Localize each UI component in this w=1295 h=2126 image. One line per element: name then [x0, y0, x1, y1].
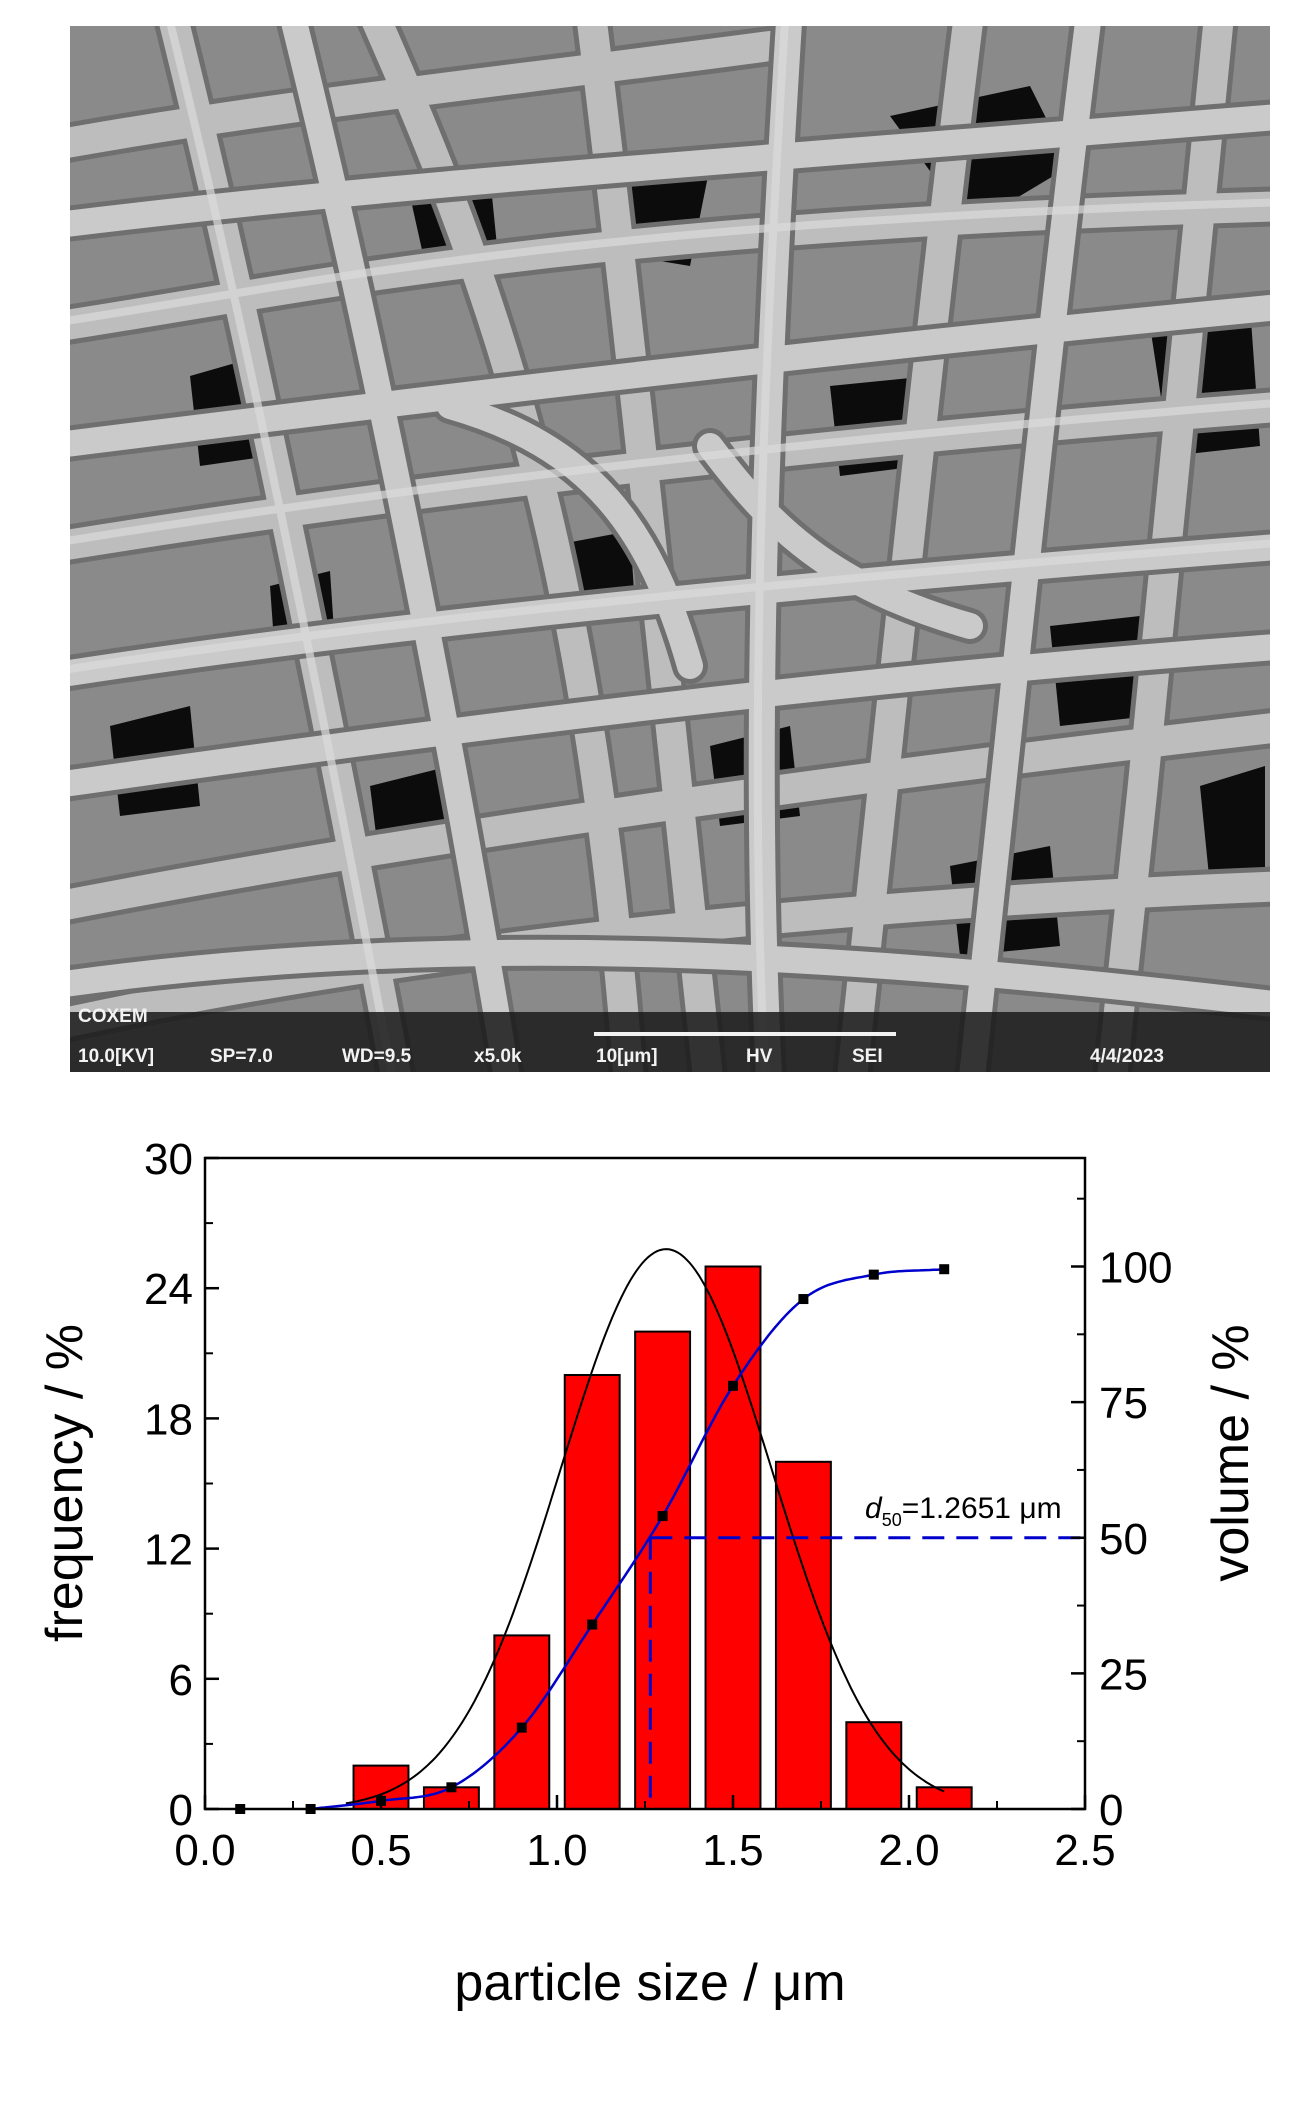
d50-label-sub: 50 — [882, 1510, 902, 1530]
y-right-tick-label: 25 — [1099, 1650, 1148, 1699]
x-tick-label: 2.0 — [878, 1826, 939, 1875]
d50-label-value: =1.2651 μm — [902, 1492, 1062, 1525]
x-tick-label: 1.0 — [526, 1826, 587, 1875]
y-left-tick-label: 30 — [144, 1135, 193, 1184]
sem-micrograph: COXEM 10.0[KV] SP=7.0 WD=9.5 x5.0k 10[µm… — [70, 26, 1270, 1072]
cumulative-point — [939, 1264, 950, 1275]
sem-label-wd: WD=9.5 — [342, 1046, 412, 1067]
y-axis-label-right: volume / % — [1202, 1324, 1260, 1581]
y-left-tick-label: 0 — [169, 1786, 193, 1835]
y-left-tick-label: 6 — [169, 1656, 193, 1705]
cumulative-point — [516, 1722, 527, 1733]
sem-label-brand: COXEM — [78, 1006, 148, 1027]
sem-label-spot: SP=7.0 — [210, 1046, 273, 1067]
y-right-tick-label: 0 — [1099, 1786, 1123, 1835]
cumulative-point — [657, 1511, 668, 1522]
d50-guide — [648, 1536, 1085, 1809]
cumulative-point — [446, 1782, 457, 1793]
x-tick-label: 0.5 — [350, 1826, 411, 1875]
x-tick-label: 1.5 — [702, 1826, 763, 1875]
frequency-bar — [563, 1374, 621, 1810]
y-right-tick-label: 50 — [1099, 1515, 1148, 1564]
sem-label-mag: x5.0k — [474, 1046, 522, 1067]
cumulative-point — [798, 1294, 809, 1305]
gaussian-fit-curve — [345, 1248, 945, 1805]
d50-label-prefix: d — [865, 1492, 883, 1525]
x-axis-label: particle size / μm — [454, 1954, 845, 2012]
y-right-tick-label: 75 — [1099, 1379, 1148, 1428]
x-tick-label: 2.5 — [1054, 1826, 1115, 1875]
sem-label-scale: 10[µm] — [596, 1046, 658, 1067]
cumulative-point — [868, 1269, 879, 1280]
cumulative-point — [587, 1619, 598, 1630]
sem-fibers — [70, 26, 1270, 1072]
sem-label-vac: HV — [746, 1046, 773, 1067]
x-tick-label: 0.0 — [174, 1826, 235, 1875]
frequency-bars — [352, 1265, 973, 1811]
y-right-tick-label: 100 — [1099, 1244, 1172, 1293]
frequency-bar — [493, 1634, 551, 1811]
frequency-bar — [845, 1721, 903, 1811]
d50-label: d50=1.2651 μm — [865, 1492, 1062, 1530]
cumulative-point — [728, 1380, 738, 1391]
sem-label-date: 4/4/2023 — [1090, 1046, 1164, 1067]
cumulative-fit-curve — [310, 1267, 945, 1811]
frequency-bar — [634, 1330, 692, 1810]
sem-label-voltage: 10.0[KV] — [78, 1046, 154, 1067]
y-left-tick-label: 18 — [144, 1395, 193, 1444]
frequency-bar — [774, 1460, 832, 1810]
y-left-tick-label: 12 — [144, 1526, 193, 1575]
sem-databar-bg — [70, 1012, 1270, 1072]
y-left-tick-label: 24 — [144, 1265, 193, 1314]
y-axis-label-left: frequency / % — [36, 1324, 94, 1642]
sem-label-detector: SEI — [852, 1046, 883, 1067]
